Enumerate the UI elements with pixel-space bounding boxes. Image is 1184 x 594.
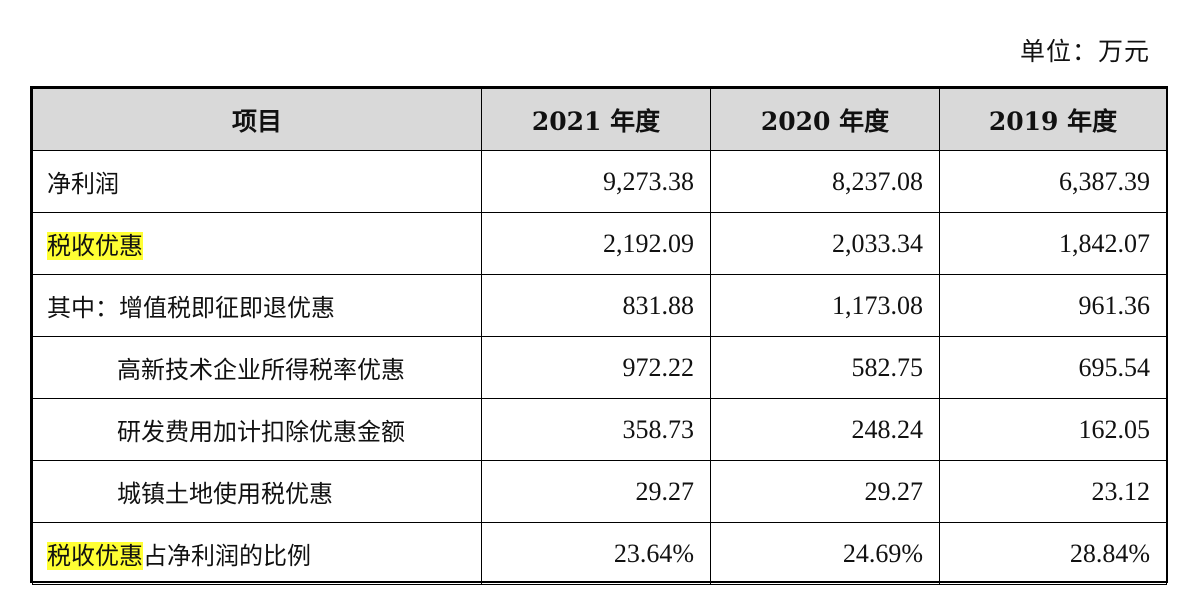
table-row: 城镇土地使用税优惠 29.27 29.27 23.12 bbox=[32, 460, 1167, 523]
cell-value: 695.54 bbox=[939, 336, 1167, 399]
cell-value: 162.05 bbox=[939, 398, 1167, 461]
table-row: 净利润 9,273.38 8,237.08 6,387.39 bbox=[32, 150, 1167, 213]
unit-label: 单位：万元 bbox=[1019, 37, 1150, 66]
cell-value: 24.69% bbox=[710, 522, 940, 585]
row-label-tax-incentives: 税收优惠 bbox=[32, 212, 482, 275]
row-label-ratio: 税收优惠占净利润的比例 bbox=[32, 522, 482, 585]
cell-value: 23.64% bbox=[481, 522, 711, 585]
cell-value: 248.24 bbox=[710, 398, 940, 461]
header-item: 项目 bbox=[32, 88, 482, 151]
cell-value: 29.27 bbox=[481, 460, 711, 523]
table-row: 税收优惠占净利润的比例 23.64% 24.69% 28.84% bbox=[32, 522, 1167, 585]
cell-value: 1,173.08 bbox=[710, 274, 940, 337]
table-header-row: 项目 2021 年度 2020 年度 2019 年度 bbox=[32, 88, 1167, 151]
row-label-land-use-tax: 城镇土地使用税优惠 bbox=[32, 460, 482, 523]
cell-value: 9,273.38 bbox=[481, 150, 711, 213]
cell-value: 2,192.09 bbox=[481, 212, 711, 275]
row-label-net-profit: 净利润 bbox=[32, 150, 482, 213]
cell-value: 2,033.34 bbox=[710, 212, 940, 275]
row-label-vat-refund: 其中：增值税即征即退优惠 bbox=[32, 274, 482, 337]
cell-value: 582.75 bbox=[710, 336, 940, 399]
highlighted-text: 税收优惠 bbox=[47, 542, 143, 570]
table-row: 高新技术企业所得税率优惠 972.22 582.75 695.54 bbox=[32, 336, 1167, 399]
financial-table: 项目 2021 年度 2020 年度 2019 年度 净利润 9,273.38 … bbox=[30, 86, 1168, 585]
row-label-rd-deduction: 研发费用加计扣除优惠金额 bbox=[32, 398, 482, 461]
table-row: 税收优惠 2,192.09 2,033.34 1,842.07 bbox=[32, 212, 1167, 275]
cell-value: 29.27 bbox=[710, 460, 940, 523]
header-2019: 2019 年度 bbox=[939, 88, 1167, 151]
cell-value: 972.22 bbox=[481, 336, 711, 399]
cell-value: 358.73 bbox=[481, 398, 711, 461]
cell-value: 8,237.08 bbox=[710, 150, 940, 213]
cell-value: 6,387.39 bbox=[939, 150, 1167, 213]
table-row: 其中：增值税即征即退优惠 831.88 1,173.08 961.36 bbox=[32, 274, 1167, 337]
cell-value: 28.84% bbox=[939, 522, 1167, 585]
header-2020: 2020 年度 bbox=[710, 88, 940, 151]
table-row: 研发费用加计扣除优惠金额 358.73 248.24 162.05 bbox=[32, 398, 1167, 461]
cell-value: 1,842.07 bbox=[939, 212, 1167, 275]
highlighted-text: 税收优惠 bbox=[47, 232, 143, 260]
cell-value: 961.36 bbox=[939, 274, 1167, 337]
header-2021: 2021 年度 bbox=[481, 88, 711, 151]
cell-value: 23.12 bbox=[939, 460, 1167, 523]
label-rest: 占净利润的比例 bbox=[143, 542, 311, 570]
row-label-high-tech: 高新技术企业所得税率优惠 bbox=[32, 336, 482, 399]
cell-value: 831.88 bbox=[481, 274, 711, 337]
